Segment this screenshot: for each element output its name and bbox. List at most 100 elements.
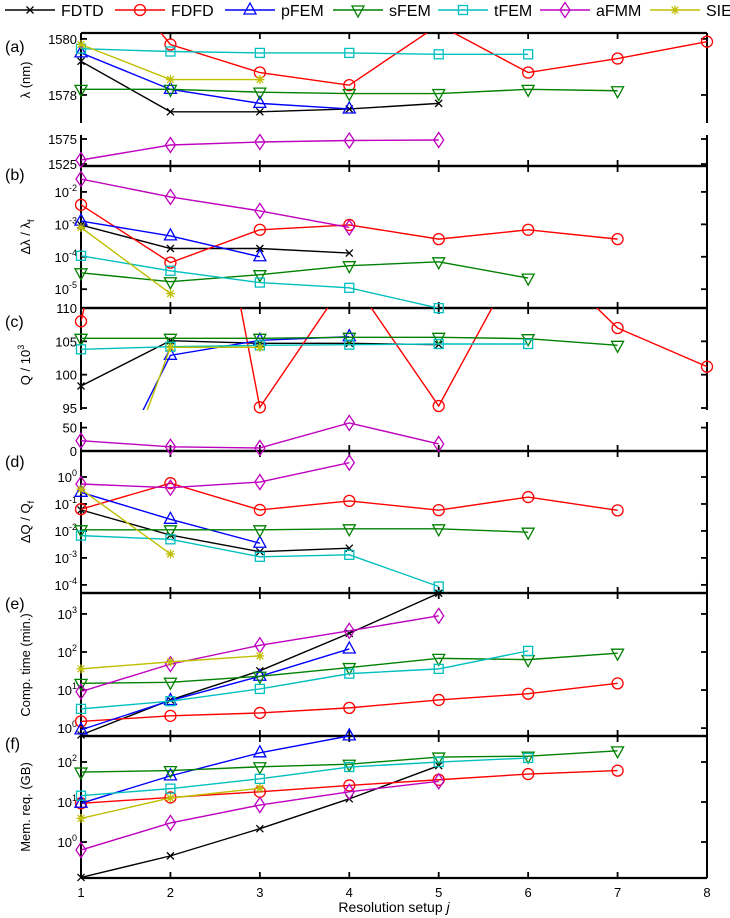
- data-point-triangle-down: [252, 270, 267, 284]
- data-point-diamond: [254, 202, 266, 220]
- series-line: [81, 615, 439, 693]
- series-line-group: [81, 534, 439, 588]
- diamond-marker-icon: [559, 1, 571, 19]
- tick-exponent: 0: [72, 719, 77, 729]
- data-point-square: [254, 277, 266, 288]
- y-tick-label: 0: [70, 444, 77, 459]
- data-point-circle: [611, 764, 624, 777]
- series-line: [81, 757, 529, 797]
- tick-exponent: -3: [69, 215, 77, 225]
- series-line: [81, 750, 618, 773]
- y-tick-label: 105: [55, 334, 77, 349]
- panel-label: (f): [5, 736, 20, 753]
- data-point-triangle-down: [163, 677, 178, 691]
- legend-label: SIE: [706, 3, 730, 20]
- data-point-triangle-up: [163, 767, 178, 781]
- y-axis-label: ΔQ / Qf: [18, 500, 36, 543]
- series-sfem-panel-e: [73, 648, 625, 692]
- series-line-group: [81, 52, 350, 110]
- series-pfem-panel-e: [73, 640, 357, 735]
- data-point-square: [433, 303, 444, 314]
- series-line-group: [81, 615, 439, 693]
- panel-label: (e): [5, 596, 25, 613]
- tick-exponent: -1: [69, 495, 77, 505]
- data-point-diamond: [432, 131, 445, 149]
- series-line-group: [81, 528, 529, 533]
- tick-exponent: -2: [69, 522, 77, 532]
- series-line-group: [81, 60, 439, 113]
- tick-exponent: -4: [69, 248, 77, 258]
- data-point-triangle-down: [521, 84, 536, 98]
- data-point-asterisk: [165, 75, 175, 85]
- tick-exponent: -5: [69, 280, 77, 290]
- series-line: [81, 648, 350, 731]
- data-point-square: [165, 46, 176, 57]
- y-axis-label-main: Δλ / λ: [18, 222, 33, 255]
- series-line-group: [81, 757, 529, 797]
- tick-exponent: 3: [72, 605, 77, 615]
- data-point-square: [254, 773, 266, 784]
- series-line-group: [81, 226, 171, 295]
- data-point-square: [75, 790, 87, 801]
- tick-base: 10: [55, 551, 69, 566]
- y-tick-label: 102: [58, 753, 77, 770]
- series-fdtd-panel-e: [77, 589, 443, 739]
- series-sie-panel-b: [76, 222, 175, 299]
- data-point-circle: [74, 198, 88, 211]
- series-line-group: [81, 780, 439, 851]
- y-tick-label: 110: [56, 301, 77, 316]
- series-tfem-panel-a: [75, 43, 534, 60]
- data-point-square: [433, 49, 444, 60]
- data-point-x: [77, 731, 85, 739]
- series-line-group: [81, 139, 439, 161]
- data-point-square: [165, 783, 176, 794]
- series-line-group: [81, 261, 529, 283]
- series-line: [81, 488, 171, 555]
- series-fdtd-panel-a: [77, 57, 443, 116]
- data-point-square: [165, 696, 176, 707]
- data-point-diamond: [254, 796, 266, 814]
- data-point-square: [344, 761, 355, 773]
- series-line: [81, 139, 439, 161]
- panel-label: (a): [5, 39, 25, 56]
- legend-label: aFMM: [596, 3, 641, 20]
- panel-label: (b): [5, 167, 25, 184]
- data-point-x: [77, 505, 85, 514]
- data-point-diamond: [343, 453, 356, 472]
- data-point-circle: [253, 401, 267, 414]
- panel-c: (c) Q / 103 95 100 105 110 0 50: [5, 301, 708, 459]
- data-point-triangle-down: [73, 84, 89, 98]
- series-line: [81, 178, 350, 229]
- data-point-x: [77, 57, 85, 66]
- data-point-circle: [74, 503, 88, 516]
- series-afmm-panel-c: [75, 414, 445, 457]
- data-point-asterisk: [165, 793, 175, 803]
- y-axis-label: Q / 103: [16, 345, 33, 385]
- y-tick-label: 1578: [48, 88, 77, 103]
- data-point-circle: [700, 360, 714, 373]
- y-axis-label: Δλ / λf: [18, 219, 36, 255]
- data-point-circle: [164, 709, 177, 722]
- y-tick-label: 1580: [48, 32, 77, 47]
- series-afmm-panel-d: [75, 453, 356, 497]
- data-point-square: [522, 338, 534, 350]
- data-point-asterisk: [76, 664, 86, 674]
- y-axis-label-subscript: f: [26, 500, 36, 503]
- data-point-diamond: [343, 414, 356, 432]
- series-line: [81, 422, 439, 449]
- data-point-triangle-down: [163, 525, 178, 539]
- data-point-circle: [521, 66, 535, 79]
- data-point-diamond: [164, 814, 177, 832]
- tick-base: 10: [58, 470, 72, 485]
- data-point-triangle-up: [163, 692, 178, 706]
- data-point-diamond: [75, 841, 87, 859]
- y-tick-label: 95: [63, 401, 77, 416]
- data-point-diamond: [164, 188, 177, 206]
- x-tick-label: 8: [703, 885, 710, 900]
- data-point-square: [75, 250, 87, 261]
- data-point-circle: [253, 503, 267, 517]
- data-point-square: [433, 663, 444, 675]
- data-point-circle: [432, 503, 445, 517]
- data-point-square: [344, 47, 355, 59]
- y-tick-label: 10-3: [55, 549, 77, 566]
